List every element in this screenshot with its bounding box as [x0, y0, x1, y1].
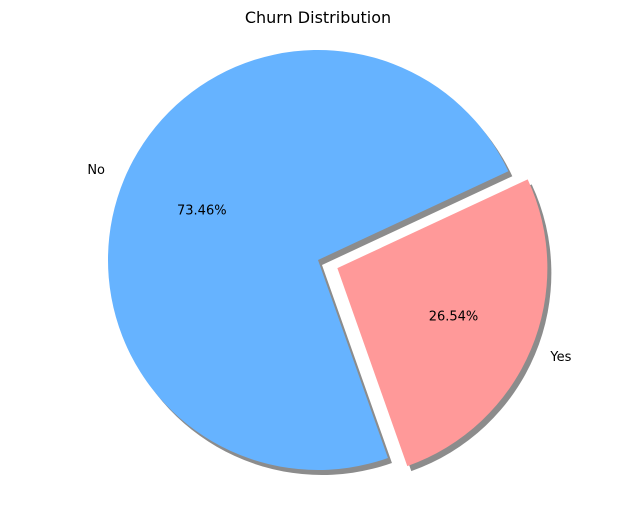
slice-pct-no: 73.46%: [177, 204, 227, 219]
slice-pct-yes: 26.54%: [429, 309, 479, 324]
slice-no: [107, 50, 509, 471]
chart-title: Churn Distribution: [245, 8, 391, 27]
slice-yes: [337, 179, 548, 467]
slices: [107, 50, 548, 471]
slice-labels: No 73.46% Yes 26.54%: [87, 163, 571, 365]
slice-label-yes: Yes: [549, 350, 571, 365]
slice-label-no: No: [87, 163, 105, 178]
